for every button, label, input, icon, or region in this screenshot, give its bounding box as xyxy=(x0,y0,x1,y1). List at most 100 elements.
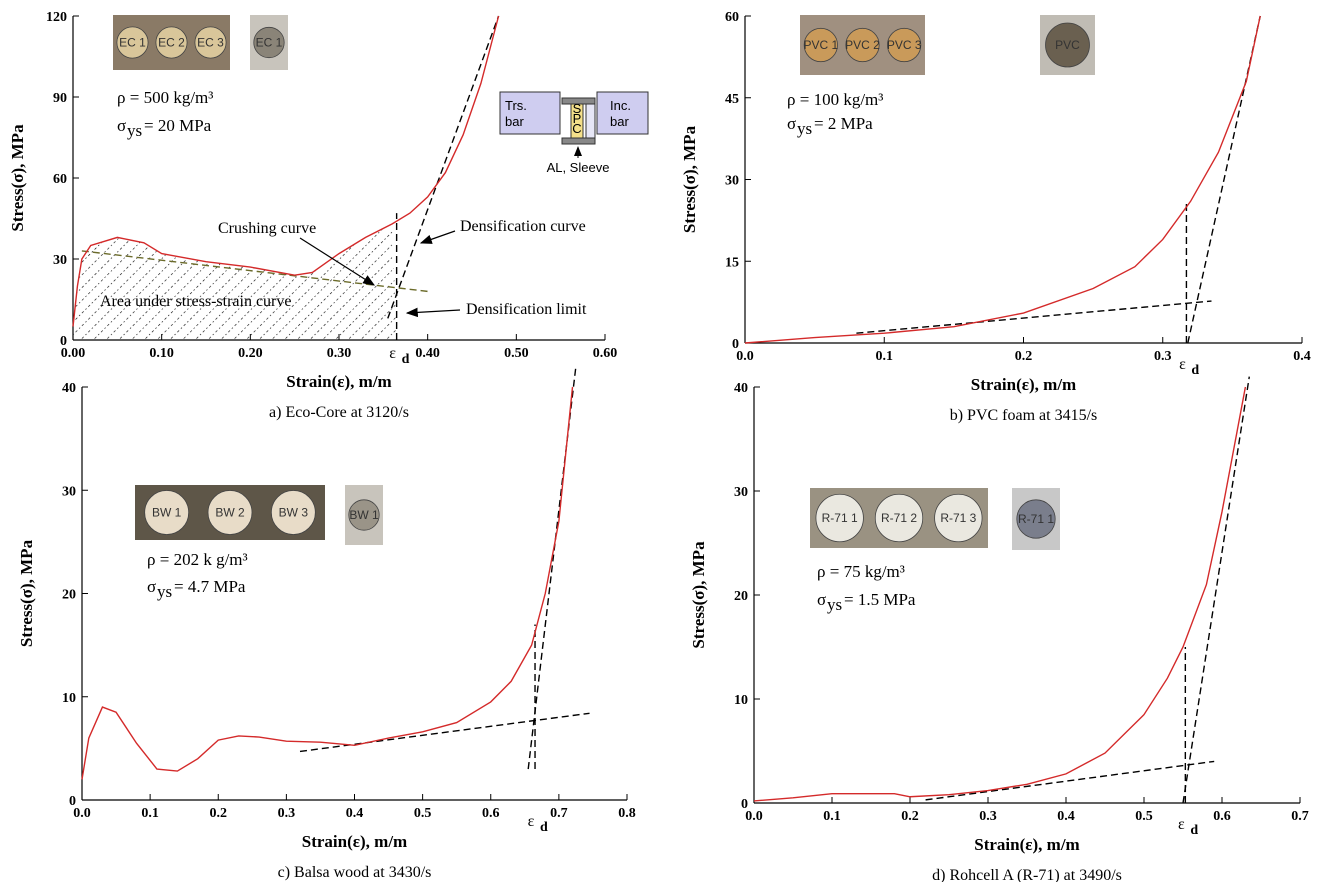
photo-label: R-71 1 xyxy=(1018,512,1054,526)
photo-label: EC 2 xyxy=(158,36,185,50)
x-tick-label: 0.4 xyxy=(1293,349,1311,364)
guide-line xyxy=(856,301,1211,333)
x-axis-label: Strain(ε), m/m xyxy=(302,832,407,851)
y-tick-label: 40 xyxy=(62,381,76,396)
guide-line xyxy=(1183,377,1249,803)
photo-label: EC 1 xyxy=(119,36,146,50)
y-tick-label: 30 xyxy=(734,485,748,500)
yield-subscript: ys xyxy=(127,121,142,140)
inset-label: Trs. xyxy=(505,98,527,113)
epsilon-d-label: ε xyxy=(389,345,396,362)
caption: b) PVC foam at 3415/s xyxy=(950,407,1098,424)
x-tick-label: 0.6 xyxy=(1213,809,1231,824)
y-axis-label: Stress(σ), MPa xyxy=(17,539,36,647)
x-tick-label: 0.00 xyxy=(61,346,86,361)
y-tick-label: 30 xyxy=(62,484,76,499)
guide-line xyxy=(926,761,1215,799)
yield-symbol: σ xyxy=(117,116,126,135)
photo-label: R-71 3 xyxy=(940,511,976,525)
x-axis-label: Strain(ε), m/m xyxy=(286,372,391,391)
y-tick-label: 60 xyxy=(53,172,67,187)
photo-label: EC 3 xyxy=(197,36,224,50)
density-note: ρ = 75 kg/m³ xyxy=(817,562,905,581)
x-tick-label: 0.5 xyxy=(414,806,432,821)
photo-label: PVC 1 xyxy=(803,38,838,52)
inset-label: C xyxy=(572,121,581,136)
yield-symbol: σ xyxy=(817,590,826,609)
x-tick-label: 0.7 xyxy=(1291,809,1309,824)
x-tick-label: 0.30 xyxy=(327,346,352,361)
y-axis-label: Stress(σ), MPa xyxy=(8,124,27,232)
photo-label: PVC 2 xyxy=(845,38,880,52)
caption: a) Eco-Core at 3120/s xyxy=(269,404,409,421)
photo-label: PVC 3 xyxy=(887,38,922,52)
x-tick-label: 0.2 xyxy=(210,806,228,821)
inset-label: AL, Sleeve xyxy=(547,160,610,175)
x-tick-label: 0.3 xyxy=(979,809,997,824)
y-tick-label: 10 xyxy=(734,693,748,708)
epsilon-d-subscript: d xyxy=(1191,363,1199,378)
y-tick-label: 90 xyxy=(53,91,67,106)
y-tick-label: 30 xyxy=(53,253,67,268)
inset-label: bar xyxy=(610,114,629,129)
figure: EC 1EC 2EC 3EC 103060901200.000.100.200.… xyxy=(0,0,1322,882)
x-tick-label: 0.1 xyxy=(876,349,894,364)
photo-label: R-71 2 xyxy=(881,511,917,525)
guide-line xyxy=(300,713,590,751)
x-tick-label: 0.60 xyxy=(593,346,618,361)
epsilon-d-subscript: d xyxy=(540,820,548,835)
yield-value: = 4.7 MPa xyxy=(174,577,246,596)
sleeve-bottom xyxy=(562,138,595,144)
epsilon-d-subscript: d xyxy=(1190,823,1198,838)
y-tick-label: 45 xyxy=(725,92,739,107)
y-tick-label: 20 xyxy=(62,588,76,603)
x-axis-label: Strain(ε), m/m xyxy=(974,835,1079,854)
x-tick-label: 0.5 xyxy=(1135,809,1153,824)
density-note: ρ = 500 kg/m³ xyxy=(117,88,213,107)
annotation: Crushing curve xyxy=(218,220,316,237)
stress-strain-curve xyxy=(754,387,1245,801)
x-tick-label: 0.0 xyxy=(745,809,763,824)
y-tick-label: 60 xyxy=(725,10,739,25)
photo-label: BW 2 xyxy=(215,506,245,520)
x-tick-label: 0.4 xyxy=(346,806,364,821)
x-tick-label: 0.3 xyxy=(1154,349,1172,364)
inset-label: bar xyxy=(505,114,524,129)
annotation: Area under stress-strain curve xyxy=(100,293,291,310)
yield-value: = 2 MPa xyxy=(814,114,873,133)
photo-label: R-71 1 xyxy=(822,511,858,525)
y-tick-label: 20 xyxy=(734,589,748,604)
y-tick-label: 120 xyxy=(46,10,67,25)
annotation-arrow xyxy=(421,231,455,243)
x-axis-label: Strain(ε), m/m xyxy=(971,375,1076,394)
x-tick-label: 0.10 xyxy=(149,346,174,361)
yield-value: = 20 MPa xyxy=(144,116,212,135)
yield-subscript: ys xyxy=(797,119,812,138)
x-tick-label: 0.1 xyxy=(141,806,159,821)
density-note: ρ = 100 kg/m³ xyxy=(787,90,883,109)
y-axis-label: Stress(σ), MPa xyxy=(680,125,699,233)
photo-label: BW 1 xyxy=(349,508,379,522)
x-tick-label: 0.6 xyxy=(482,806,500,821)
epsilon-d-label: ε xyxy=(1178,816,1185,833)
epsilon-d-label: ε xyxy=(1179,356,1186,373)
inset-label: Inc. xyxy=(610,98,631,113)
x-tick-label: 0.20 xyxy=(238,346,263,361)
photo-label: BW 1 xyxy=(152,506,182,520)
x-tick-label: 0.40 xyxy=(415,346,440,361)
photo-label: BW 3 xyxy=(279,506,309,520)
sleeve-wall xyxy=(586,104,595,138)
x-tick-label: 0.50 xyxy=(504,346,529,361)
x-tick-label: 0.8 xyxy=(618,806,636,821)
photo-label: EC 1 xyxy=(256,36,283,50)
x-tick-label: 0.3 xyxy=(278,806,296,821)
epsilon-d-subscript: d xyxy=(402,352,410,367)
yield-subscript: ys xyxy=(157,582,172,601)
yield-subscript: ys xyxy=(827,595,842,614)
x-tick-label: 0.4 xyxy=(1057,809,1075,824)
yield-symbol: σ xyxy=(787,114,796,133)
